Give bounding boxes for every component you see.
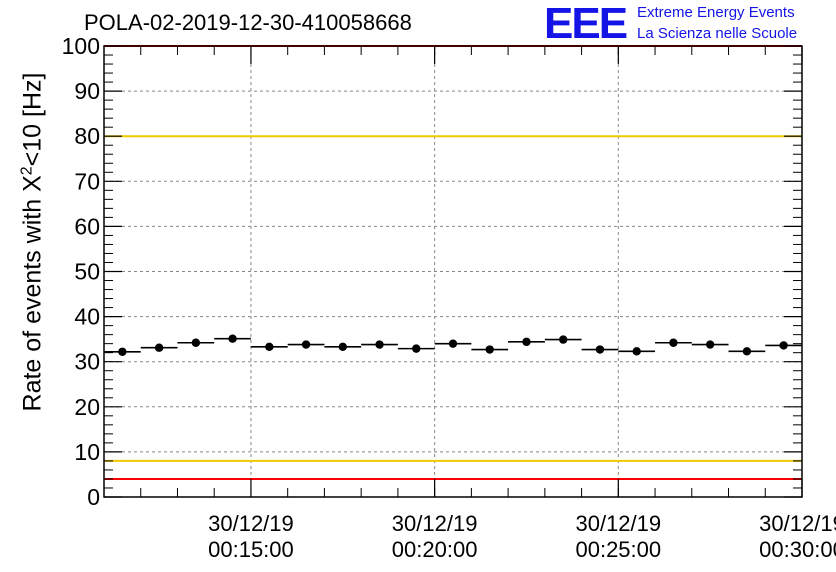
data-points (104, 334, 802, 355)
y-tick-label: 30 (74, 349, 100, 375)
x-tick-label-time: 00:20:00 (392, 537, 478, 562)
data-point (412, 344, 420, 352)
x-tick-label-date: 30/12/19 (575, 511, 661, 536)
data-point (779, 341, 787, 349)
data-point (743, 347, 751, 355)
rate-chart: 010203040506070809010030/12/1900:15:0030… (0, 0, 836, 572)
data-point (706, 340, 714, 348)
x-tick-label-date: 30/12/19 (759, 511, 836, 536)
y-tick-label: 80 (74, 123, 100, 149)
y-tick-label: 0 (87, 484, 100, 510)
data-point (522, 338, 530, 346)
data-point (486, 345, 494, 353)
y-tick-label: 100 (62, 33, 100, 59)
reference-lines (104, 46, 802, 479)
x-tick-label-time: 00:15:00 (208, 537, 294, 562)
x-tick-label-time: 00:30:00 (759, 537, 836, 562)
data-point (265, 343, 273, 351)
data-point (155, 344, 163, 352)
y-tick-label: 20 (74, 394, 100, 420)
data-point (596, 345, 604, 353)
grid (104, 46, 802, 497)
x-tick-label-time: 00:25:00 (575, 537, 661, 562)
x-tick-label-date: 30/12/19 (208, 511, 294, 536)
data-point (559, 335, 567, 343)
x-tick-label-date: 30/12/19 (392, 511, 478, 536)
tick-labels: 010203040506070809010030/12/1900:15:0030… (62, 33, 836, 562)
data-point (449, 339, 457, 347)
data-point (339, 343, 347, 351)
y-tick-label: 50 (74, 259, 100, 285)
y-tick-label: 10 (74, 439, 100, 465)
data-point (302, 340, 310, 348)
y-tick-label: 90 (74, 78, 100, 104)
y-tick-label: 70 (74, 168, 100, 194)
data-point (375, 340, 383, 348)
data-point (669, 339, 677, 347)
data-point (632, 347, 640, 355)
data-point (118, 348, 126, 356)
y-tick-label: 60 (74, 213, 100, 239)
data-point (228, 334, 236, 342)
y-tick-label: 40 (74, 304, 100, 330)
data-point (192, 339, 200, 347)
